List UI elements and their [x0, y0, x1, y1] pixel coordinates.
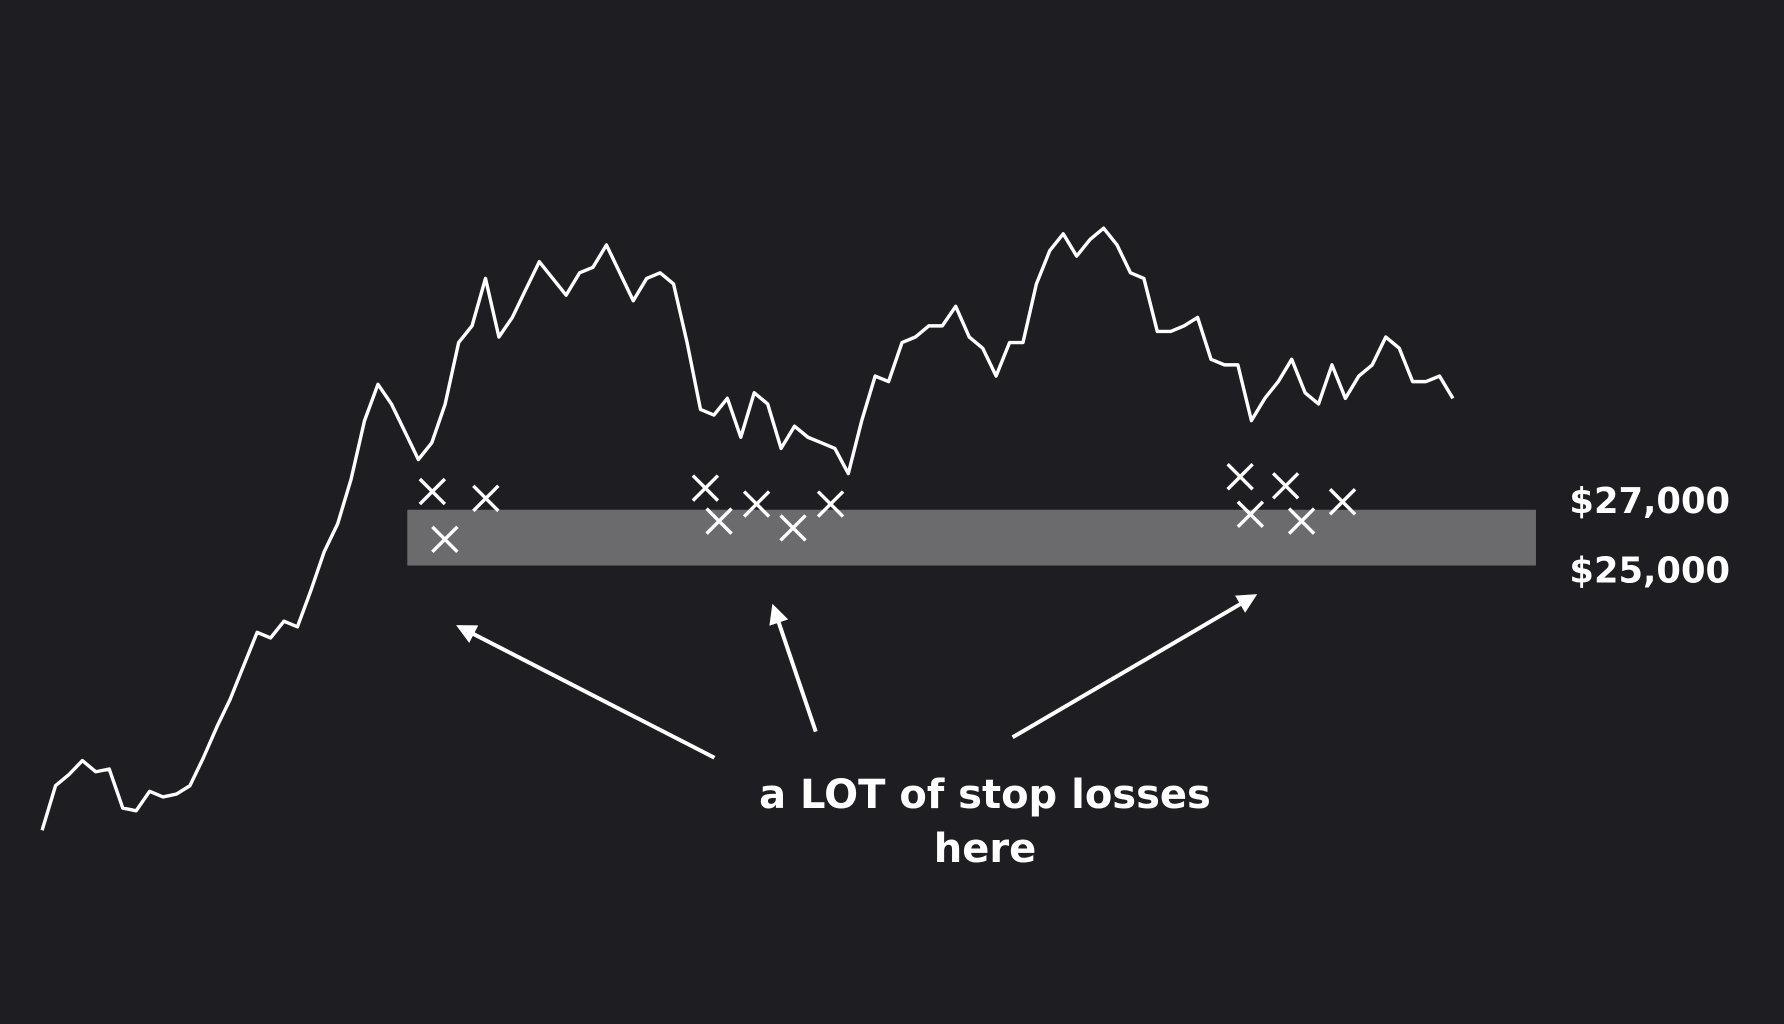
annotation: a LOT of stop losses here [759, 772, 1211, 872]
arrow [1011, 594, 1258, 739]
stop-loss-marks [418, 463, 1357, 554]
y-tick-label: $25,000 [1569, 550, 1730, 591]
price-line [40, 226, 1455, 831]
arrow [769, 603, 818, 733]
y-tick-label: $27,000 [1569, 481, 1730, 522]
arrow [456, 625, 716, 760]
price-zone [407, 509, 1536, 566]
